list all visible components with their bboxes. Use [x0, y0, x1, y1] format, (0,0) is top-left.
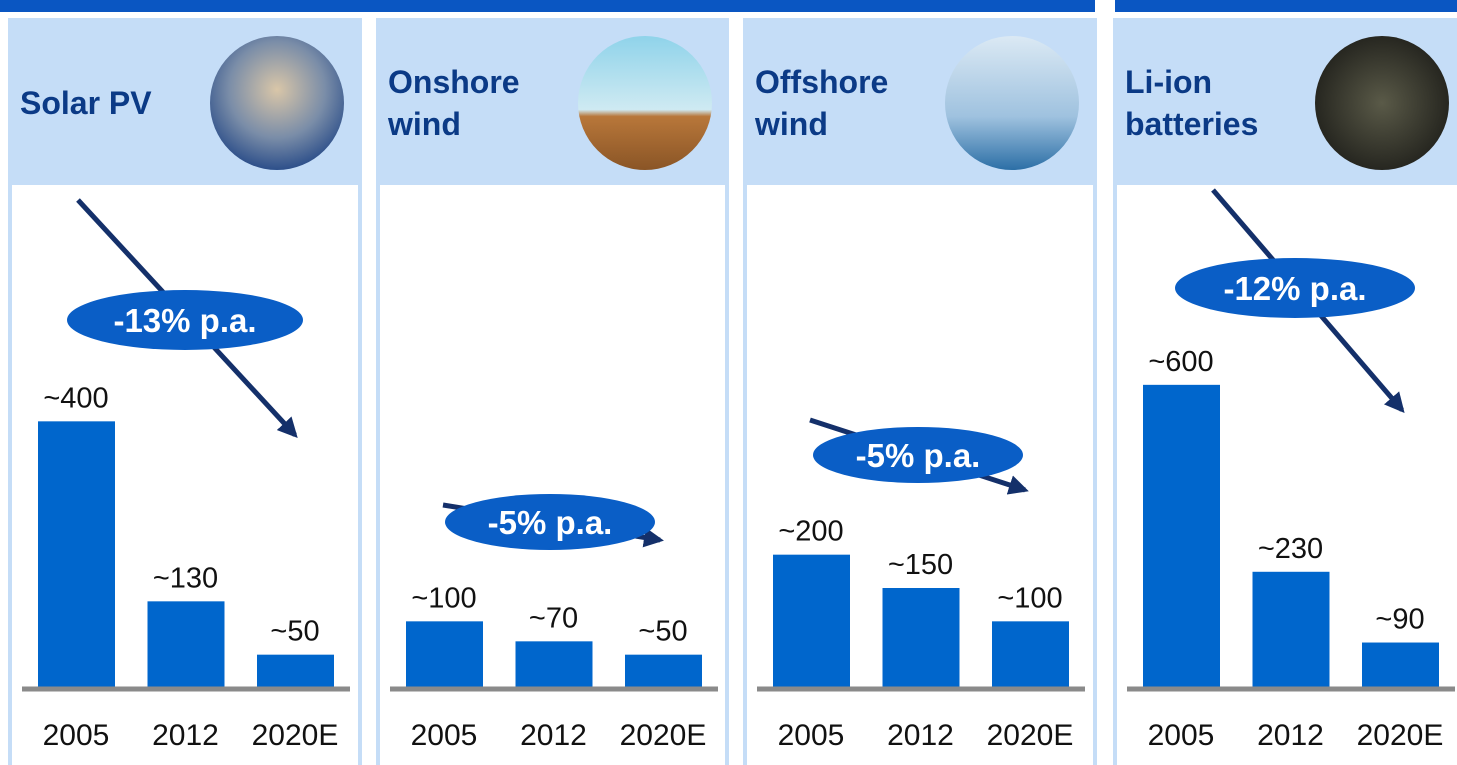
bar: [1143, 385, 1220, 688]
x-tick-label: 2012: [887, 719, 954, 752]
bar: [406, 621, 483, 688]
annotation: -13% p.a.: [113, 302, 256, 339]
value-label: ~400: [43, 382, 108, 414]
annotation: -5% p.a.: [488, 504, 613, 541]
bar: [148, 601, 225, 688]
value-label: ~50: [270, 616, 319, 648]
value-label: ~100: [411, 582, 476, 614]
x-tick-label: 2020E: [620, 719, 707, 752]
bar: [257, 655, 334, 688]
x-tick-label: 2020E: [987, 719, 1074, 752]
annotation: -12% p.a.: [1223, 270, 1366, 307]
x-tick-label: 2012: [520, 719, 587, 752]
value-label: ~50: [638, 616, 687, 648]
panel-title: Li-ion batteries: [1125, 43, 1300, 163]
x-tick-label: 2005: [778, 719, 845, 752]
annotation: -5% p.a.: [856, 437, 981, 474]
panel-title: Offshore wind: [755, 43, 930, 163]
bar: [992, 621, 1069, 688]
panel-title: Onshore wind: [388, 43, 563, 163]
value-label: ~230: [1258, 533, 1323, 565]
photo: [578, 36, 712, 170]
x-tick-label: 2005: [43, 719, 110, 752]
photo: [210, 36, 344, 170]
bar: [625, 655, 702, 688]
bar: [1253, 572, 1330, 688]
value-label: ~70: [529, 602, 578, 634]
photo: [1315, 36, 1449, 170]
bar: [883, 588, 960, 688]
x-tick-label: 2012: [1257, 719, 1324, 752]
x-tick-label: 2020E: [252, 719, 339, 752]
value-label: ~130: [153, 562, 218, 594]
value-label: ~100: [997, 582, 1062, 614]
bar: [516, 641, 593, 688]
value-label: ~90: [1375, 604, 1424, 636]
x-tick-label: 2012: [152, 719, 219, 752]
bar: [1362, 643, 1439, 688]
photo: [945, 36, 1079, 170]
panel-title: Solar PV: [20, 43, 195, 163]
page: ~400 2005 ~130 2012 ~50 2020E -13% p.a. ~100 200…: [0, 0, 1457, 765]
value-label: ~200: [778, 516, 843, 548]
x-tick-label: 2005: [411, 719, 478, 752]
bar: [773, 555, 850, 688]
value-label: ~600: [1148, 346, 1213, 378]
top-bar: [0, 0, 1095, 12]
bar: [38, 421, 115, 688]
x-tick-label: 2005: [1148, 719, 1215, 752]
value-label: ~150: [888, 549, 953, 581]
top-bar: [1115, 0, 1457, 12]
x-tick-label: 2020E: [1357, 719, 1444, 752]
